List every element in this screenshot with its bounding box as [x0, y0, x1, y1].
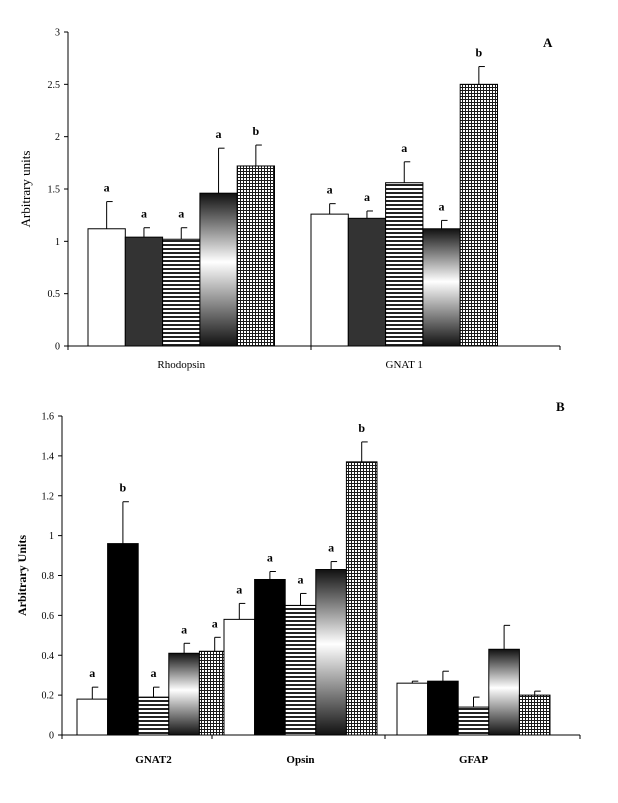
- bar-a-0-4: [237, 166, 274, 346]
- significance-label-a-1-2: a: [401, 141, 407, 155]
- bar-a-0-1: [125, 237, 162, 346]
- category-label-a-1: GNAT 1: [386, 359, 423, 371]
- y-tick-label: 0: [55, 342, 60, 353]
- category-label-b-0: GNAT2: [135, 754, 172, 766]
- bar-a-1-1: [348, 218, 385, 346]
- bar-b-1-4: [346, 462, 377, 735]
- bar-b-2-0: [397, 683, 428, 735]
- category-label-b-2: GFAP: [459, 754, 488, 766]
- y-tick-label: 2: [55, 132, 60, 143]
- panel-label-b: B: [556, 399, 565, 414]
- significance-label-b-0-3: a: [181, 622, 187, 636]
- bar-a-1-2: [386, 183, 423, 346]
- significance-label-b-1-2: a: [298, 572, 304, 586]
- y-tick-label: 0.2: [42, 691, 55, 702]
- significance-label-b-0-1: b: [120, 481, 127, 495]
- y-tick-label: 1.5: [48, 185, 61, 196]
- y-tick-label: 0: [49, 731, 54, 742]
- significance-label-a-1-4: b: [476, 46, 483, 60]
- bar-b-2-3: [489, 649, 520, 735]
- bar-a-0-3: [200, 193, 237, 346]
- chart-panel-a: 0 0.5 1 1.5 2 2.5 3 Arbitrary units Aa a a a b Rhodop…: [18, 28, 560, 372]
- bar-b-0-0: [77, 699, 108, 735]
- significance-label-a-1-1: a: [364, 190, 370, 204]
- y-tick-label: 1.6: [42, 412, 55, 423]
- y-axis-label: Arbitrary units: [18, 151, 33, 228]
- bar-b-1-2: [285, 605, 316, 735]
- bar-b-1-1: [255, 579, 286, 735]
- y-tick-label: 1.2: [42, 491, 55, 502]
- significance-label-b-1-1: a: [267, 551, 273, 565]
- category-label-b-1: Opsin: [286, 754, 314, 766]
- y-axis-label: Arbitrary Units: [15, 535, 29, 616]
- significance-label-a-0-4: b: [253, 124, 260, 138]
- significance-label-a-0-3: a: [216, 127, 222, 141]
- category-label-a-0: Rhodopsin: [157, 359, 205, 371]
- significance-label-b-1-3: a: [328, 541, 334, 555]
- significance-label-a-0-2: a: [178, 207, 184, 221]
- significance-label-b-1-4: b: [358, 421, 365, 435]
- significance-label-b-0-0: a: [89, 666, 95, 680]
- chart-panel-b: 0 0.2 0.4 0.6 0.8 1 1.2 1.4 1.6 Arbitrary Units Ba…: [15, 399, 580, 766]
- significance-label-b-0-4: a: [212, 616, 218, 630]
- y-tick-label: 0.8: [42, 571, 55, 582]
- y-tick-label: 1: [55, 237, 60, 248]
- bar-a-0-2: [163, 239, 200, 346]
- bar-b-1-3: [316, 570, 347, 735]
- y-tick-label: 0.5: [48, 289, 61, 300]
- bar-b-0-1: [108, 544, 139, 735]
- significance-label-b-0-2: a: [151, 666, 157, 680]
- panel-label-a: A: [543, 35, 553, 50]
- y-tick-label: 0.6: [42, 611, 55, 622]
- y-tick-label: 2.5: [48, 80, 61, 91]
- bar-b-2-1: [428, 681, 459, 735]
- significance-label-a-1-3: a: [439, 199, 445, 213]
- y-tick-label: 1: [49, 531, 54, 542]
- bar-a-1-0: [311, 214, 348, 346]
- y-tick-label: 3: [55, 28, 60, 39]
- bar-b-2-2: [458, 707, 489, 735]
- figure: 0 0.5 1 1.5 2 2.5 3 Arbitrary units Aa a a a b Rhodop…: [0, 0, 618, 803]
- bar-b-0-3: [169, 653, 200, 735]
- y-tick-label: 0.4: [42, 651, 55, 662]
- significance-label-a-0-1: a: [141, 207, 147, 221]
- bar-a-1-4: [460, 84, 497, 346]
- bar-b-2-4: [519, 695, 550, 735]
- bar-a-0-0: [88, 229, 125, 346]
- significance-label-a-1-0: a: [327, 183, 333, 197]
- bar-b-1-0: [224, 619, 255, 735]
- bar-a-1-3: [423, 229, 460, 346]
- bar-b-0-2: [138, 697, 169, 735]
- significance-label-a-0-0: a: [104, 181, 110, 195]
- y-tick-label: 1.4: [42, 451, 55, 462]
- significance-label-b-1-0: a: [236, 582, 242, 596]
